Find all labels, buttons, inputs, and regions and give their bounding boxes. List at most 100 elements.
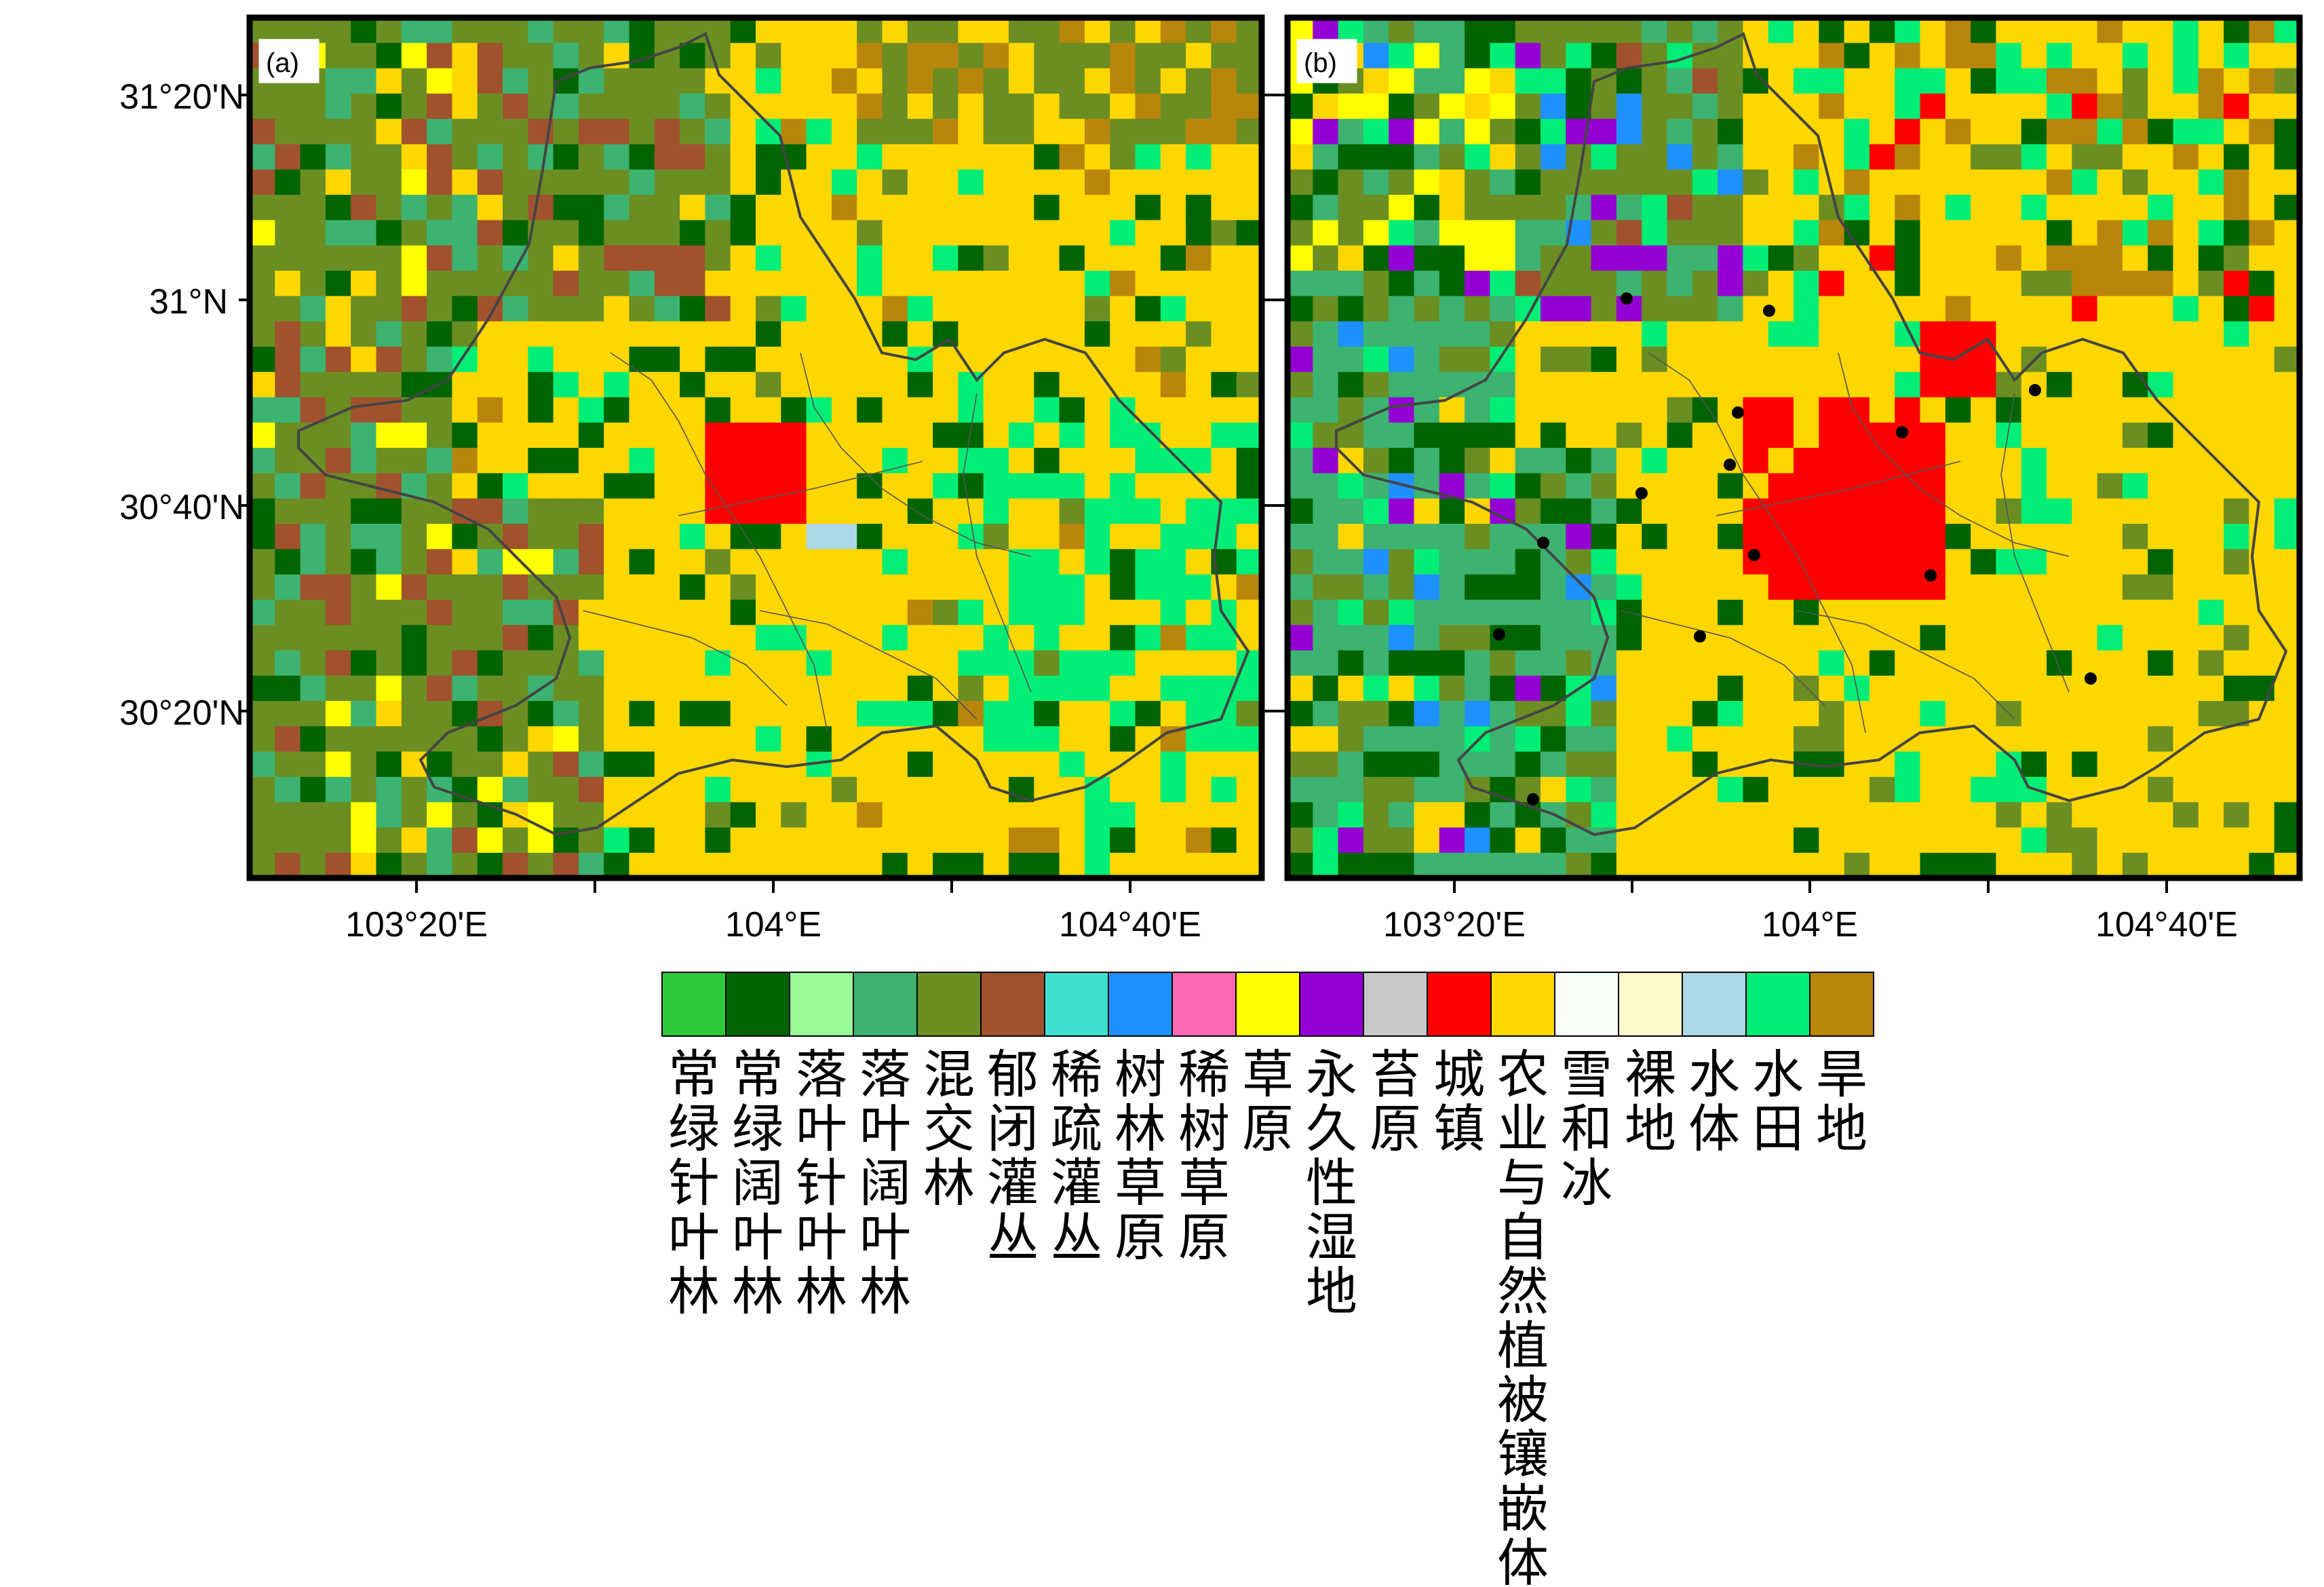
legend-label-char: 林 <box>732 1261 783 1322</box>
landcover-cell <box>325 346 351 372</box>
landcover-cell <box>1591 675 1617 702</box>
landcover-cell <box>2021 498 2047 524</box>
landcover-cell <box>1996 852 2022 878</box>
landcover-cell <box>1692 574 1718 600</box>
landcover-cell <box>831 852 857 878</box>
landcover-cell <box>1414 43 1440 69</box>
landcover-cell <box>2047 372 2072 398</box>
landcover-cell <box>1009 245 1034 271</box>
landcover-cell <box>1363 271 1389 297</box>
landcover-cell <box>1515 195 1541 221</box>
landcover-cell <box>1515 119 1541 145</box>
landcover-cell <box>1971 524 1996 550</box>
landcover-cell <box>1642 827 1668 854</box>
landcover-cell <box>1515 346 1541 372</box>
landcover-cell <box>2021 827 2047 854</box>
landcover-cell <box>983 726 1009 752</box>
landcover-cell <box>1338 777 1364 803</box>
landcover-cell <box>503 43 528 69</box>
landcover-cell <box>1439 852 1465 878</box>
landcover-cell <box>1160 549 1186 575</box>
landcover-cell <box>351 296 377 322</box>
landcover-cell <box>250 827 275 854</box>
landcover-cell <box>250 650 275 676</box>
landcover-cell <box>1059 549 1085 575</box>
landcover-cell <box>1135 599 1161 626</box>
landcover-cell <box>781 473 807 499</box>
landcover-cell <box>1236 498 1262 524</box>
landcover-cell <box>300 777 326 803</box>
landcover-cell <box>1084 726 1110 752</box>
landcover-cell <box>1541 43 1566 69</box>
landcover-cell <box>1945 448 1971 474</box>
landcover-cell <box>553 751 579 778</box>
landcover-cell <box>933 751 958 778</box>
landcover-cell <box>528 448 554 474</box>
landcover-cell <box>831 220 857 246</box>
landcover-cell <box>781 245 807 271</box>
landcover-cell <box>2198 701 2224 727</box>
landcover-cell <box>1591 777 1617 803</box>
landcover-cell <box>1439 18 1465 43</box>
landcover-cell <box>1465 448 1490 474</box>
landcover-cell <box>1566 777 1592 803</box>
landcover-cell <box>1439 271 1465 297</box>
landcover-cell <box>629 599 655 626</box>
landcover-cell <box>1465 524 1490 550</box>
legend-label-char: 草 <box>1115 1153 1166 1213</box>
landcover-cell <box>1920 650 1946 676</box>
landcover-cell <box>2274 549 2300 575</box>
landcover-cell <box>1515 751 1541 778</box>
landcover-cell <box>1186 625 1212 651</box>
landcover-cell <box>1034 296 1060 322</box>
landcover-cell <box>578 271 604 297</box>
landcover-cell <box>401 346 427 372</box>
landcover-cell <box>2072 346 2098 372</box>
landcover-cell <box>1084 220 1110 246</box>
landcover-cell <box>958 599 984 626</box>
landcover-cell <box>882 524 908 550</box>
legend-swatch <box>980 972 1045 1037</box>
landcover-cell <box>1566 372 1592 398</box>
landcover-cell <box>452 524 478 550</box>
landcover-cell <box>1135 751 1161 778</box>
landcover-cell <box>1084 498 1110 524</box>
landcover-cell <box>756 650 781 676</box>
landcover-cell <box>1591 296 1617 322</box>
landcover-cell <box>933 726 958 752</box>
landcover-cell <box>1009 827 1034 854</box>
landcover-cell <box>1819 245 1845 271</box>
landcover-cell <box>1945 397 1971 423</box>
landcover-cell <box>1794 498 1819 524</box>
landcover-cell <box>882 169 908 195</box>
landcover-cell <box>1009 195 1034 221</box>
landcover-cell <box>1591 220 1617 246</box>
landcover-cell <box>2021 43 2047 69</box>
landcover-cell <box>2173 169 2199 195</box>
legend-label-char: 冰 <box>1561 1153 1612 1213</box>
landcover-cell <box>376 751 402 778</box>
landcover-cell <box>1844 422 1870 448</box>
landcover-cell <box>1186 93 1212 119</box>
landcover-cell <box>1945 599 1971 626</box>
district-line <box>963 393 1032 693</box>
landcover-cell <box>882 296 908 322</box>
landcover-cell <box>1363 498 1389 524</box>
landcover-cell <box>1743 144 1769 170</box>
landcover-cell <box>452 68 478 94</box>
landcover-cell <box>1794 245 1819 271</box>
landcover-cell <box>2224 144 2249 170</box>
landcover-cell <box>376 448 402 474</box>
landcover-cell <box>2072 119 2098 145</box>
landcover-cell <box>1135 346 1161 372</box>
landcover-cell <box>1034 68 1060 94</box>
landcover-cell <box>1895 524 1921 550</box>
landcover-cell <box>1895 751 1921 778</box>
landcover-cell <box>958 777 984 803</box>
landcover-cell <box>882 18 908 43</box>
landcover-cell <box>2097 144 2123 170</box>
landcover-cell <box>1945 751 1971 778</box>
landcover-cell <box>756 549 781 575</box>
landcover-cell <box>1515 726 1541 752</box>
landcover-cell <box>1692 68 1718 94</box>
